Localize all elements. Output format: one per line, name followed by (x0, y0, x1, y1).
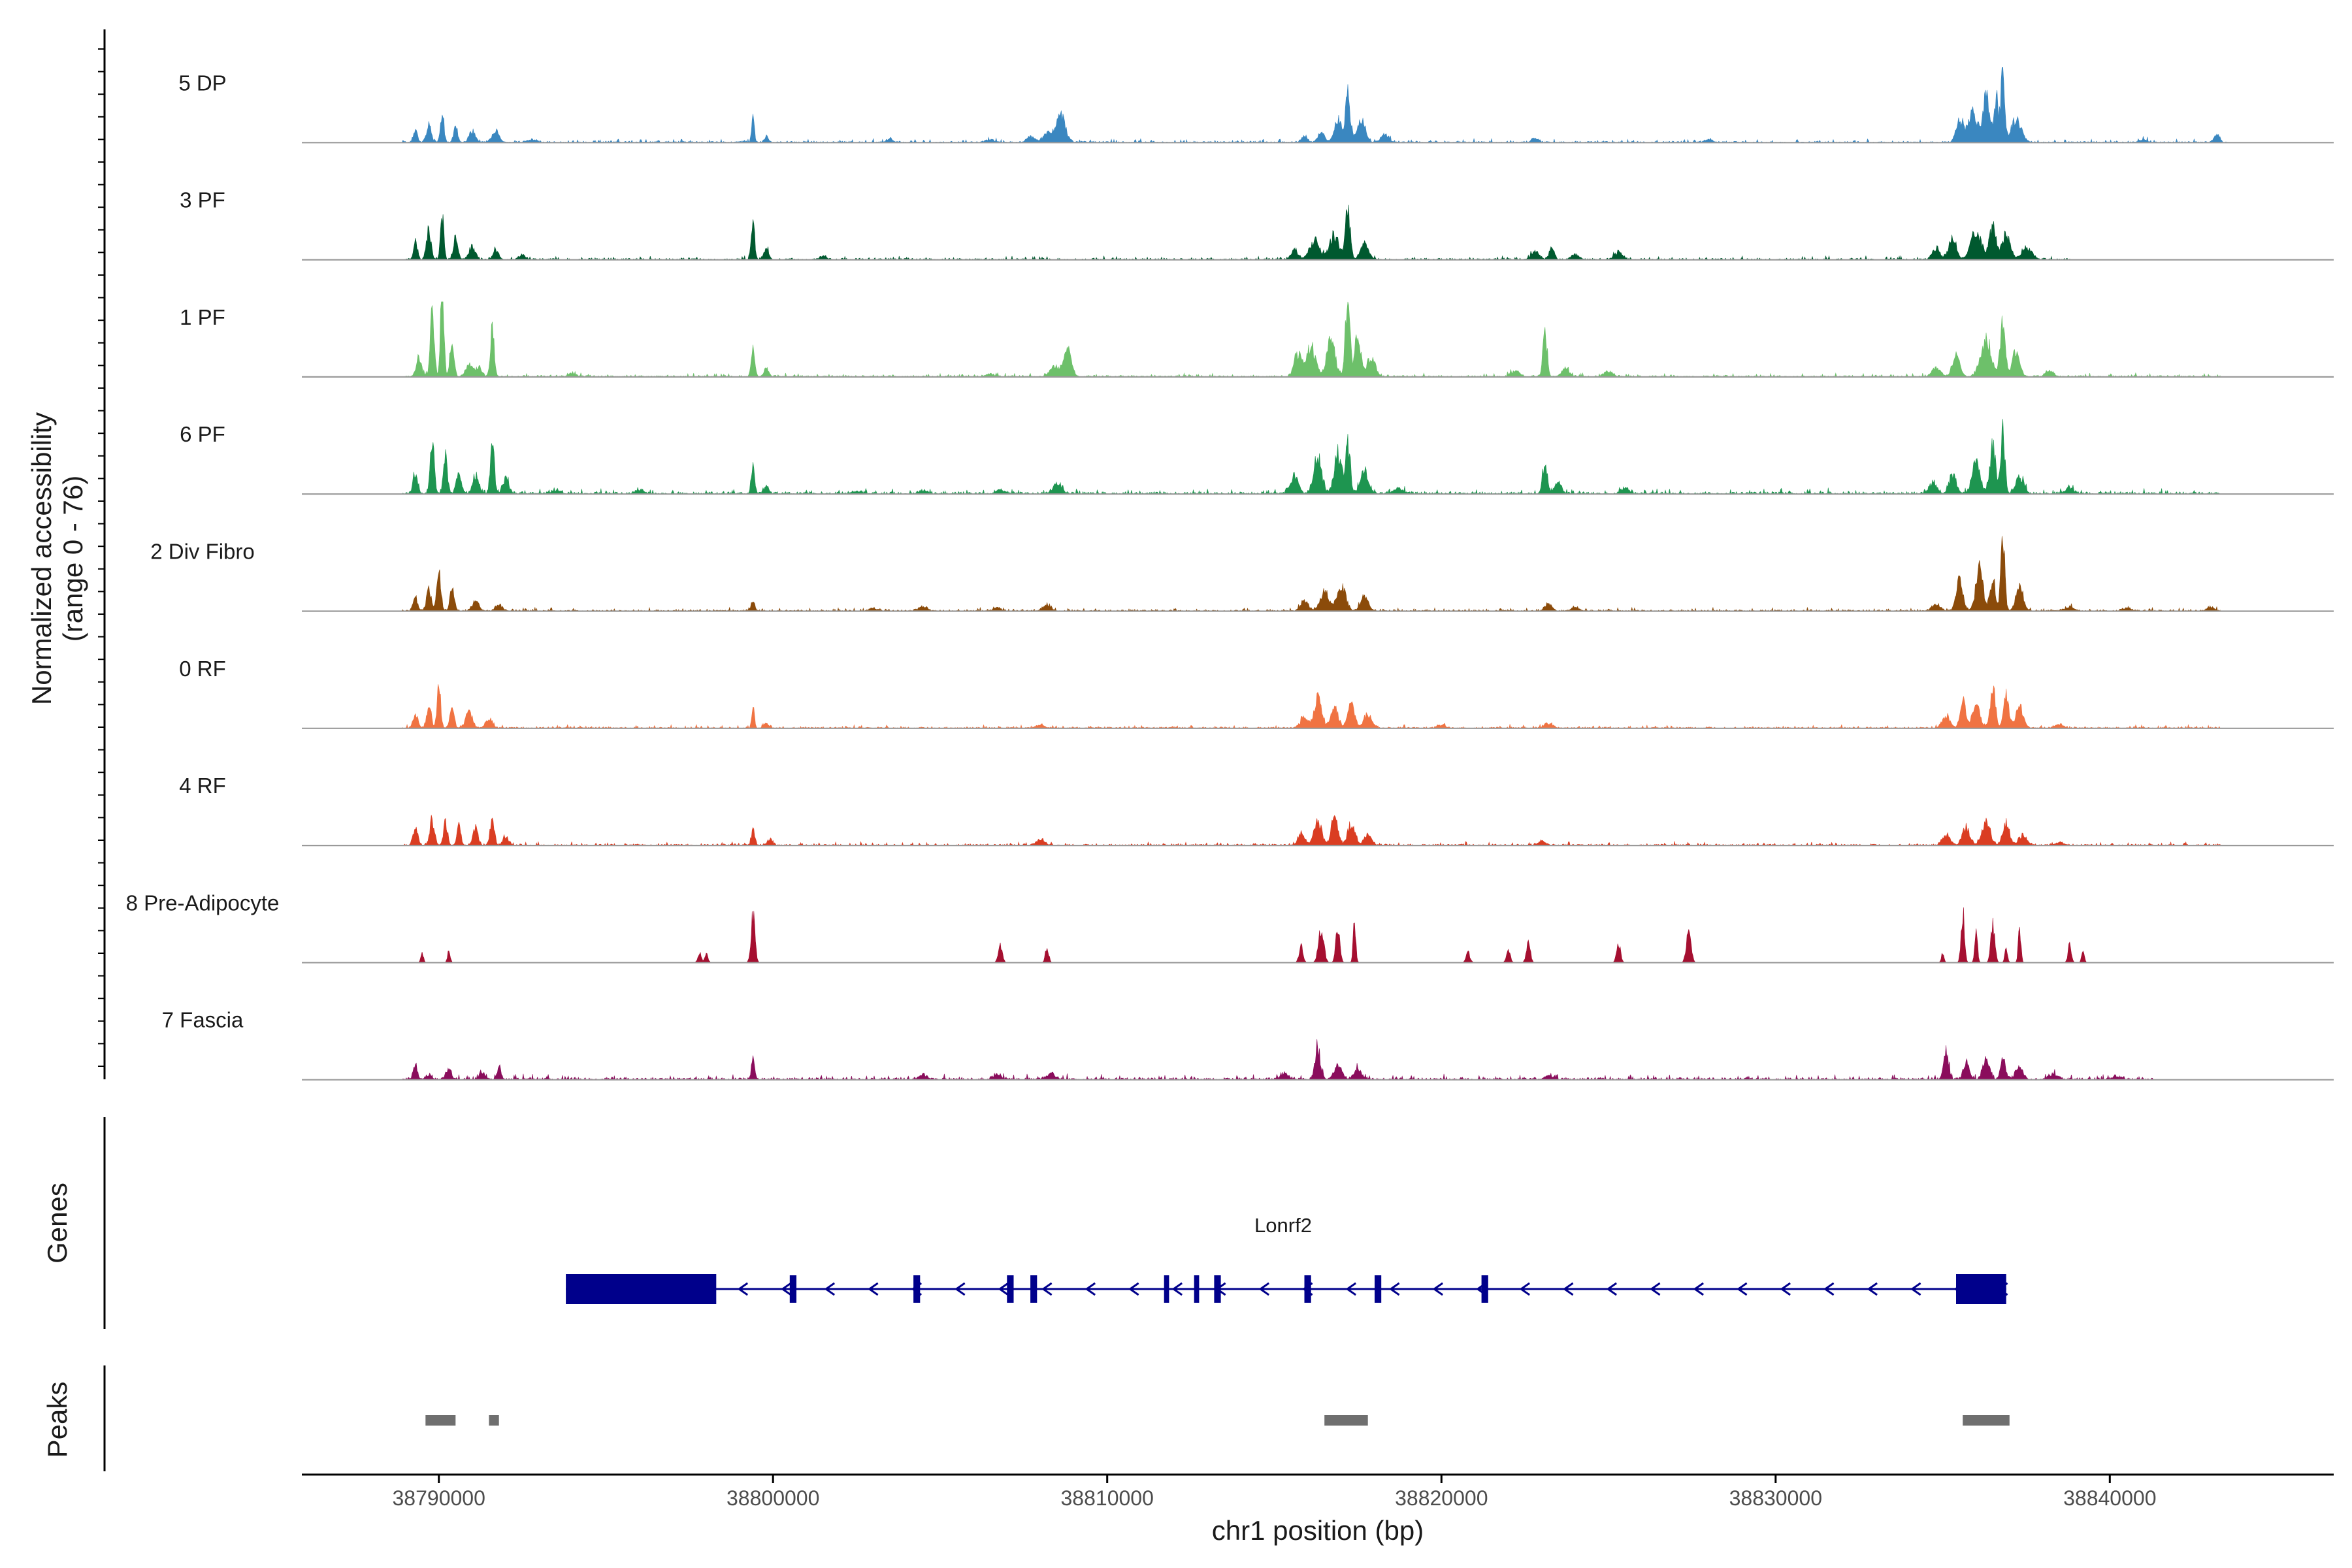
strand-arrow (1693, 1282, 1704, 1296)
track-6-pf: 6 PF (180, 419, 2334, 495)
coverage-tracks: 5 DP 3 PF 1 PF 6 PF 2 Div Fibro 0 RF 4 RF 8 Pre… (126, 67, 2334, 1081)
strand-arrow (737, 1282, 749, 1296)
strand-arrow (1389, 1282, 1400, 1296)
strand-arrow (1345, 1282, 1357, 1296)
strand-arrow (1649, 1282, 1661, 1296)
strand-arrow (955, 1282, 966, 1296)
coverage-area (402, 907, 2221, 963)
y-axis-title: Normalized accessibility (26, 412, 57, 705)
gene-name-label: Lonrf2 (1254, 1214, 1312, 1237)
x-tick-label: 38810000 (1061, 1486, 1154, 1510)
strand-arrow (781, 1282, 792, 1296)
x-axis-title: chr1 position (bp) (1212, 1515, 1424, 1546)
gene-exon (1481, 1275, 1488, 1303)
track-label: 1 PF (180, 305, 225, 329)
peak-region (425, 1415, 456, 1426)
strand-arrow (1519, 1282, 1530, 1296)
track-label: 3 PF (180, 188, 225, 212)
gene-exon (789, 1275, 796, 1303)
x-tick-label: 38790000 (393, 1486, 485, 1510)
strand-arrow (998, 1282, 1009, 1296)
gene-exon (1030, 1275, 1037, 1303)
peaks-panel-title: Peaks (42, 1382, 73, 1458)
track-label: 6 PF (180, 422, 225, 446)
x-tick-label: 38830000 (1729, 1486, 1822, 1510)
gene-exon (1956, 1274, 2006, 1304)
coverage-area (402, 1039, 2154, 1081)
strand-arrow (1171, 1282, 1183, 1296)
strand-arrow (1736, 1282, 1748, 1296)
gene-exon (1164, 1275, 1169, 1303)
track-4-rf: 4 RF (179, 774, 2334, 847)
coverage-area (401, 419, 2221, 495)
track-8-pre-adipocyte: 8 Pre-Adipocyte (126, 890, 2334, 964)
track-2-div-fibro: 2 Div Fibro (150, 536, 2334, 612)
x-axis: 38790000 38800000 38810000 38820000 38830000… (302, 1473, 2334, 1510)
strand-arrow (824, 1282, 836, 1296)
strand-arrow (1562, 1282, 1574, 1296)
gene-exon (1007, 1275, 1014, 1303)
strand-arrow (1258, 1282, 1270, 1296)
track-0-rf: 0 RF (179, 657, 2334, 729)
track-label: 4 RF (179, 774, 226, 798)
strand-arrow (1823, 1282, 1835, 1296)
strand-arrow (1432, 1282, 1443, 1296)
track-label: 5 DP (178, 71, 226, 95)
coverage-area (402, 67, 2230, 144)
strand-arrow (1910, 1282, 1921, 1296)
gene-exon (1304, 1275, 1311, 1303)
track-label: 0 RF (179, 657, 226, 681)
y-axis-range-label: (range 0 - 76) (57, 476, 88, 642)
strand-arrow (868, 1282, 879, 1296)
peak-region (1963, 1415, 2010, 1426)
track-label: 2 Div Fibro (150, 540, 255, 564)
x-tick-label: 38820000 (1395, 1486, 1488, 1510)
track-3-pf: 3 PF (180, 188, 2334, 261)
x-tick-label: 38840000 (2063, 1486, 2156, 1510)
gene-exon (913, 1275, 921, 1303)
gene-exon (1214, 1275, 1221, 1303)
peak-region (1324, 1415, 1368, 1426)
coverage-area (402, 684, 2221, 729)
genes-panel-title: Genes (42, 1183, 73, 1264)
gene-exon (566, 1274, 717, 1304)
strand-arrow (1085, 1282, 1096, 1296)
track-5-dp: 5 DP (178, 67, 2334, 144)
accessibility-y-axis (98, 29, 106, 1079)
coverage-area (402, 204, 2070, 261)
peak-region (489, 1415, 499, 1426)
strand-arrow (1867, 1282, 1878, 1296)
coverage-area (402, 815, 2221, 847)
strand-arrow (1041, 1282, 1053, 1296)
track-1-pf: 1 PF (180, 301, 2334, 378)
coverage-area (402, 301, 2221, 378)
strand-arrow (1780, 1282, 1791, 1296)
track-label: 8 Pre-Adipocyte (126, 890, 280, 915)
strand-arrow (1128, 1282, 1139, 1296)
x-tick-label: 38800000 (727, 1486, 819, 1510)
gene-annotation: Lonrf2 (566, 1214, 2008, 1304)
gene-exon (1194, 1275, 1200, 1303)
track-7-fascia: 7 Fascia (162, 1008, 2334, 1081)
coverage-area (402, 536, 2221, 612)
strand-arrow (1606, 1282, 1617, 1296)
peak-regions (425, 1415, 2010, 1426)
track-label: 7 Fascia (162, 1008, 244, 1032)
gene-exon (1375, 1275, 1382, 1303)
